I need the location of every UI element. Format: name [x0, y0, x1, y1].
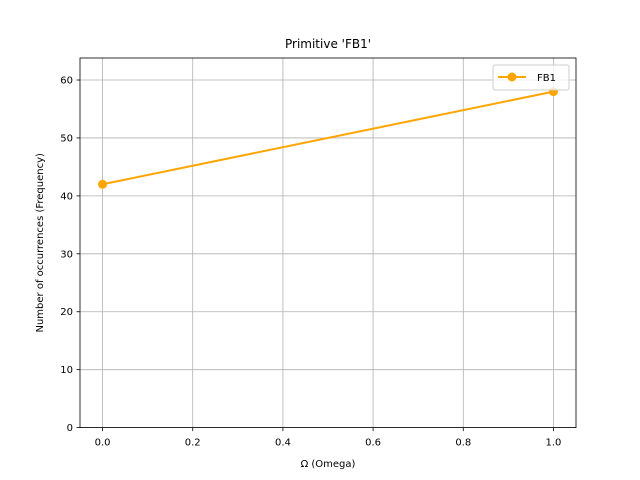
x-tick-label: 0.4 [275, 438, 291, 449]
grid-layer [80, 58, 576, 429]
y-tick-label: 40 [60, 191, 73, 202]
y-tick-label: 20 [60, 307, 73, 318]
data-point-fb1 [98, 179, 108, 189]
x-tick-label: 0.8 [455, 438, 471, 449]
ticks-layer: 0.0 0.2 0.4 0.6 0.8 1.0 0 10 20 30 40 50 60 [60, 76, 561, 449]
x-tick-label: 0.2 [185, 438, 201, 449]
legend-box [492, 64, 570, 91]
x-tick-label: 1.0 [546, 438, 562, 449]
x-tick-label: 0.0 [95, 438, 111, 449]
y-tick-label: 10 [60, 365, 73, 376]
y-tick-label: 60 [60, 76, 73, 87]
legend-marker-fb1 [507, 72, 517, 82]
y-axis-label: Number of occurrences (Frequency) [35, 153, 46, 333]
chart-title: Primitive 'FB1' [285, 37, 371, 51]
series-line-fb1 [102, 90, 554, 186]
y-tick-label: 30 [60, 249, 73, 260]
x-axis-label: Ω (Omega) [301, 459, 356, 470]
legend-label-fb1: FB1 [537, 73, 556, 84]
x-tick-label: 0.6 [365, 438, 381, 449]
legend: FB1 [492, 64, 570, 91]
plot-frame [79, 57, 577, 429]
y-tick-label: 0 [67, 423, 73, 434]
y-tick-label: 50 [60, 133, 73, 144]
